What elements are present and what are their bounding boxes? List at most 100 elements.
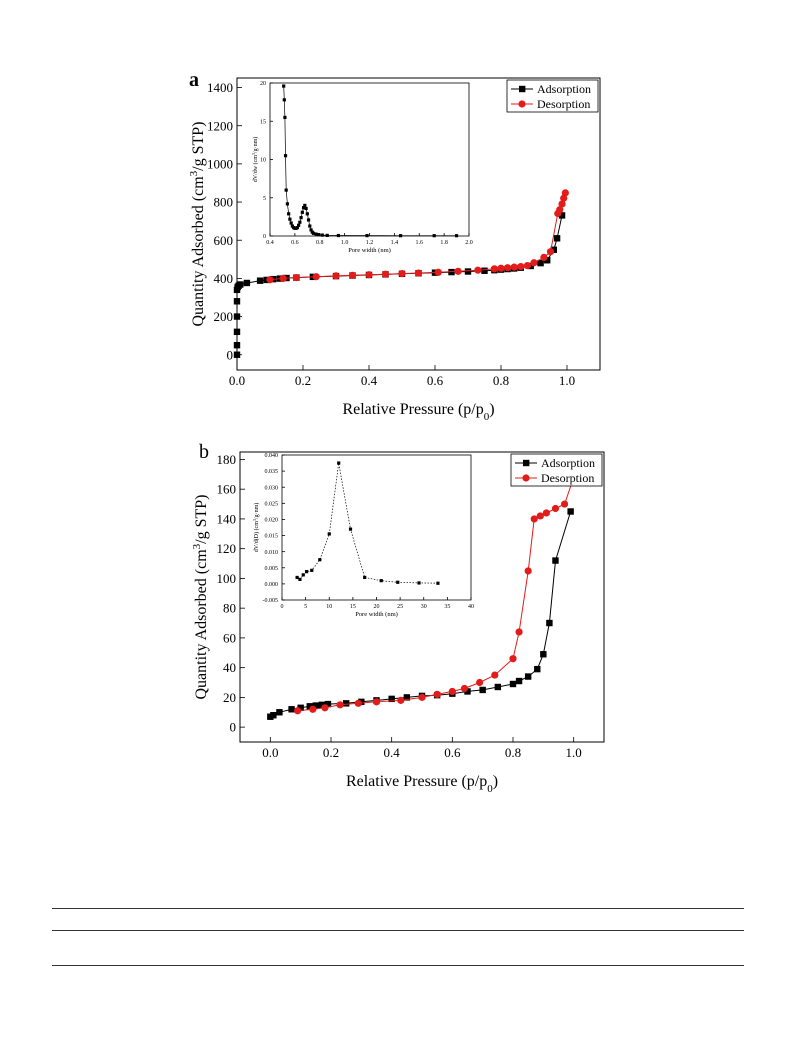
b_main-x-tick-label: 0.8 [505,745,521,760]
b_main-data-point [509,680,517,688]
b_main-legend-label: Adsorption [541,456,595,470]
a_main-data-point [332,272,340,280]
a_inset-data-point [282,84,286,88]
a_inset-y-tick-label: 20 [260,81,266,87]
a_inset-y-tick-label: 5 [263,196,266,202]
b_inset-data-point [295,575,299,580]
b_main-data-point [509,655,517,663]
b_main-data-point [460,684,469,693]
a_inset-data-point [309,228,313,232]
b_main-data-point [321,704,329,712]
b_inset-data-point [310,568,314,572]
b_inset-x-tick-label: 15 [350,604,356,610]
a_inset-data-point [454,234,459,238]
a_main-data-point [504,264,512,272]
a_inset-x-tick-label: 0.6 [291,240,299,246]
b_main-x-tick-label: 0.6 [444,745,461,760]
a_main-data-point [237,281,244,288]
a_inset-x-axis-label: Pore width (nm) [348,247,391,254]
b_main-data-point [524,673,532,680]
a_inset-data-point [336,233,341,238]
b_main-data-point [540,651,547,658]
b_inset-x-axis-label: Pore width (nm) [355,611,398,618]
b_main-legend-marker [523,459,530,467]
a_inset-data-point [283,154,288,158]
a_main-y-tick-label: 1000 [207,156,233,171]
a_main-data-point [510,263,518,271]
a_inset-x-tick-label: 0.8 [316,240,324,246]
b_inset-y-tick-label: 0.030 [265,485,279,491]
b_main-data-point [324,700,332,708]
b_main-data-point [567,508,574,515]
b_inset-y-tick-label: 0.000 [265,582,279,588]
b_main-data-point [270,712,277,719]
chart-a-inset-pore-distribution: 0.4 0.6 0.8 1.0 1.2 1.4 1.6 1.8 2.0 0 5 10 15 20 Pore … [251,81,473,254]
b_main-y-tick-label: 80 [223,601,236,616]
b_inset-y-tick-label: 0.010 [265,550,279,556]
b_inset-x-tick-label: 30 [421,604,427,610]
a_inset-data-point [288,217,292,221]
a_inset-data-point [285,202,290,206]
b_inset-data-point [301,573,305,577]
a_main-data-point [558,212,566,219]
b_main-data-point [354,699,362,707]
b_main-data-point [312,702,320,709]
a_main-data-point [266,276,274,284]
b_inset-data-point [363,575,367,580]
a_main-data-point [434,268,442,276]
a_main-data-point [454,267,462,275]
b_inset-data-point [337,461,341,465]
a_main-data-point [233,328,241,336]
a_inset-data-point [314,232,318,236]
b_main-y-axis-label: Quantity Adsorbed (cm3/g STP) [191,494,210,699]
a_main-data-point [312,273,320,281]
a_inset-data-point [306,218,311,222]
a_main-y-tick-label: 1200 [207,118,233,133]
a_inset-data-point [301,206,306,210]
b_main-x-axis-label: Relative Pressure (p/p0) [346,773,498,795]
a_inset-data-point [303,203,307,207]
a_inset-plot-frame [269,82,470,237]
b_inset-y-tick-label: 0.025 [265,501,279,507]
b_main-data-point [309,705,317,713]
b_inset-data-point [436,581,440,585]
a_inset-data-point [295,225,299,230]
a_inset-y-tick-label: 15 [260,119,266,125]
a_inset-data-point [325,233,329,237]
b_main-y-tick-label: 60 [223,630,236,645]
a_main-x-tick-label: 0.0 [229,373,245,388]
a_inset-data-point [299,216,303,220]
panel-a-letter: a [189,69,199,91]
a_main-legend-label: Adsorption [537,82,591,96]
b_main-data-point [448,687,456,696]
a_inset-data-point [297,223,301,227]
a_main-data-point [279,274,287,282]
a_inset-data-point [308,224,312,228]
b_inset-y-tick-label: 0.015 [265,534,279,540]
a_main-data-point [497,264,505,272]
chart-b-inset-pore-distribution: 0 5 10 15 20 25 30 35 40 -0.005 0.000 0.005 0.010 0.0… [252,453,475,618]
a_main-data-point [233,341,241,349]
b_main-y-tick-label: 40 [223,660,236,675]
b_main-data-point [534,665,541,673]
b_main-data-point [336,701,344,709]
a_main-x-axis-label: Relative Pressure (p/p0) [342,401,494,423]
b_main-data-point [372,698,381,706]
a_main-x-tick-label: 0.2 [295,373,311,388]
a_main-x-tick-label: 1.0 [559,373,575,388]
b_inset-data-point [348,527,353,531]
a_main-data-point [464,268,472,275]
b_inset-x-tick-label: 10 [326,604,332,610]
a_main-y-axis-label: Quantity Adsorbed (cm3/g STP) [188,121,207,326]
table-top-rule [52,908,744,909]
b_main-data-point [403,694,411,701]
b_inset-data-point [304,570,309,574]
a_main-data-point [558,200,566,208]
b_main-y-tick-label: 140 [217,511,237,526]
b_inset-y-tick-label: 0.005 [265,566,279,572]
b_main-legend-label: Desorption [541,471,594,485]
b_main-data-point [276,709,283,716]
a_inset-data-point [284,188,288,192]
b_main-y-tick-label: 120 [217,541,237,556]
b_inset-y-tick-label: 0.035 [265,469,279,475]
